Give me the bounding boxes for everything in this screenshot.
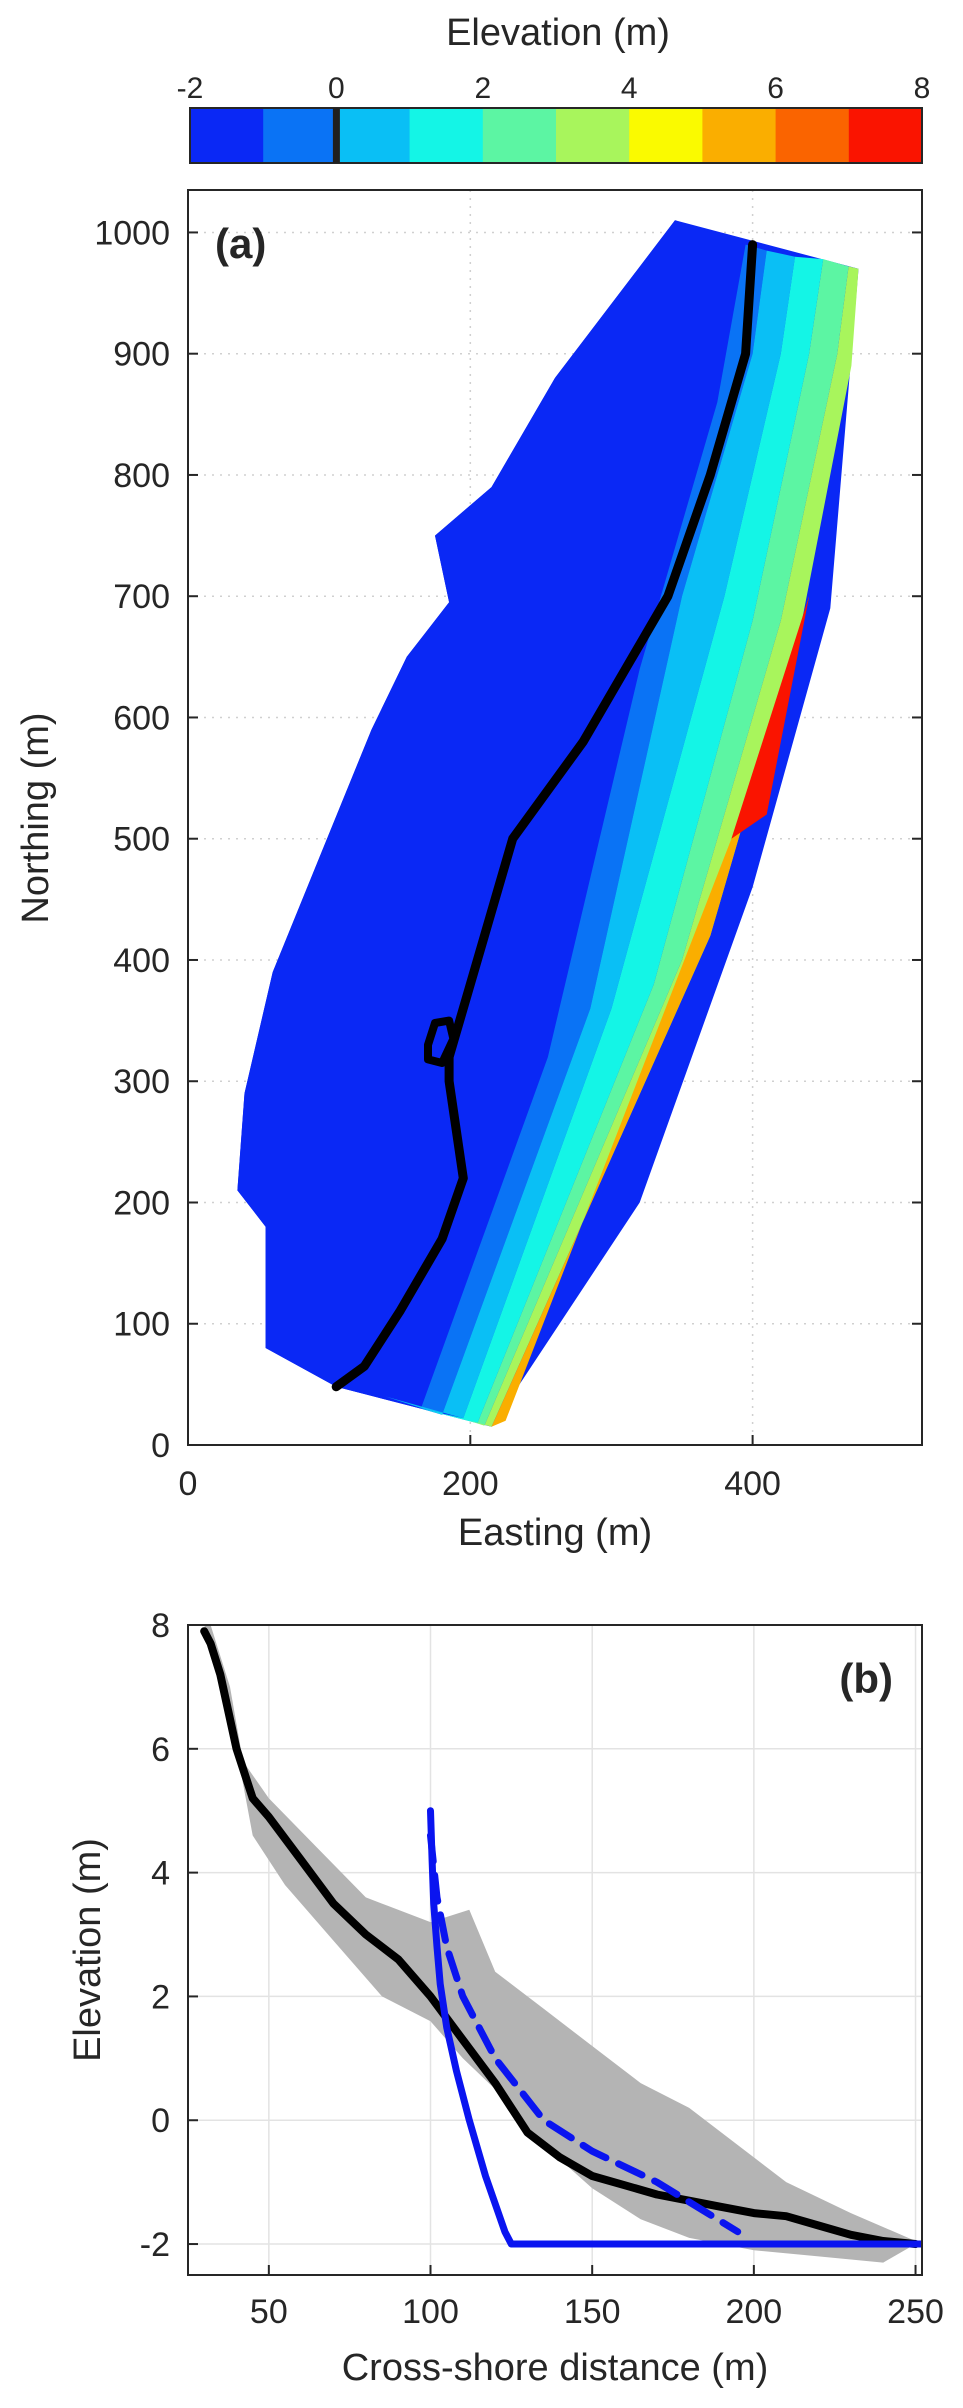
map-zero-contour bbox=[331, 240, 758, 1392]
map-y-tick-label: 300 bbox=[113, 1063, 170, 1101]
profile-x-tick-label: 100 bbox=[402, 2293, 459, 2331]
profile-panel: 50 100 150 200 250 -2 0 2 4 6 8 (b) Cross-shore di… bbox=[67, 1607, 944, 2389]
map-y-tick-label: 800 bbox=[113, 457, 170, 495]
colorbar-swatch bbox=[702, 108, 777, 163]
map-y-tick-label: 400 bbox=[113, 942, 170, 980]
map-x-tick-label: 200 bbox=[442, 1465, 499, 1503]
profile-series-mean bbox=[200, 1627, 920, 2248]
colorbar-label: Elevation (m) bbox=[446, 12, 670, 54]
profile-y-tick-label: 8 bbox=[151, 1607, 170, 1645]
map-y-tick-label: 900 bbox=[113, 336, 170, 374]
map-y-axis-label: Northing (m) bbox=[15, 712, 57, 923]
colorbar: Elevation (m) -2 0 2 4 6 8 bbox=[177, 12, 931, 164]
map-y-tick-label: 0 bbox=[151, 1427, 170, 1465]
profile-axes-box bbox=[187, 1624, 923, 2276]
profile-y-axis-label: Elevation (m) bbox=[67, 1838, 109, 2062]
map-zero-contour-loop bbox=[424, 1016, 458, 1067]
profile-y-tick-label: 2 bbox=[151, 1978, 170, 2016]
map-x-tick-label: 400 bbox=[724, 1465, 781, 1503]
colorbar-swatch bbox=[848, 108, 923, 163]
profile-y-tick-label: 0 bbox=[151, 2102, 170, 2140]
profile-y-tick-label: 6 bbox=[151, 1731, 170, 1769]
map-contour-band bbox=[420, 256, 824, 1424]
map-contour-band bbox=[357, 244, 767, 1415]
colorbar-swatch bbox=[482, 108, 557, 163]
colorbar-tick-label: 2 bbox=[474, 72, 491, 105]
map-contour-band bbox=[385, 250, 795, 1419]
map-x-tick-label: 0 bbox=[179, 1465, 198, 1503]
colorbar-swatch bbox=[775, 108, 850, 163]
map-contour-band bbox=[731, 596, 810, 839]
map-contour-band bbox=[237, 220, 746, 1409]
map-panel: 0 200 40001002003004005006007008009001000 … bbox=[15, 189, 923, 1554]
colorbar-tick-label: 4 bbox=[621, 72, 638, 105]
profile-x-tick-label: 50 bbox=[250, 2293, 288, 2331]
map-y-tick-label: 600 bbox=[113, 699, 170, 737]
map-contour-band bbox=[449, 259, 849, 1426]
colorbar-swatch bbox=[629, 108, 703, 163]
profile-y-tick-label: 4 bbox=[151, 1855, 170, 1893]
colorbar-tick-label: 8 bbox=[914, 72, 931, 105]
profile-x-tick-label: 250 bbox=[887, 2293, 944, 2331]
profile-x-tick-label: 200 bbox=[725, 2293, 782, 2331]
map-y-tick-label: 500 bbox=[113, 821, 170, 859]
profile-envelope bbox=[204, 1625, 916, 2263]
colorbar-tick-label: -2 bbox=[177, 72, 204, 105]
profile-series-dashed bbox=[427, 1832, 742, 2236]
colorbar-swatch bbox=[409, 108, 484, 163]
map-y-tick-label: 1000 bbox=[94, 214, 170, 252]
profile-x-axis-label: Cross-shore distance (m) bbox=[342, 2347, 769, 2389]
profile-y-tick-label: -2 bbox=[140, 2226, 170, 2264]
colorbar-swatch bbox=[336, 108, 411, 163]
map-y-tick-label: 200 bbox=[113, 1184, 170, 1222]
map-y-tick-label: 100 bbox=[113, 1306, 170, 1344]
colorbar-swatch bbox=[556, 108, 630, 163]
profile-series-equilibrium bbox=[427, 1807, 922, 2248]
profile-panel-label: (b) bbox=[839, 1655, 893, 1702]
colorbar-swatch bbox=[263, 108, 337, 163]
colorbar-tick-label: 0 bbox=[328, 72, 345, 105]
colorbar-swatch bbox=[190, 108, 264, 163]
map-axes-box bbox=[187, 189, 923, 1446]
colorbar-tick-label: 6 bbox=[767, 72, 784, 105]
profile-x-tick-label: 150 bbox=[564, 2293, 621, 2331]
map-panel-label: (a) bbox=[215, 220, 266, 267]
map-x-axis-label: Easting (m) bbox=[458, 1512, 652, 1554]
map-y-tick-label: 700 bbox=[113, 578, 170, 616]
colorbar-frame bbox=[189, 107, 923, 164]
